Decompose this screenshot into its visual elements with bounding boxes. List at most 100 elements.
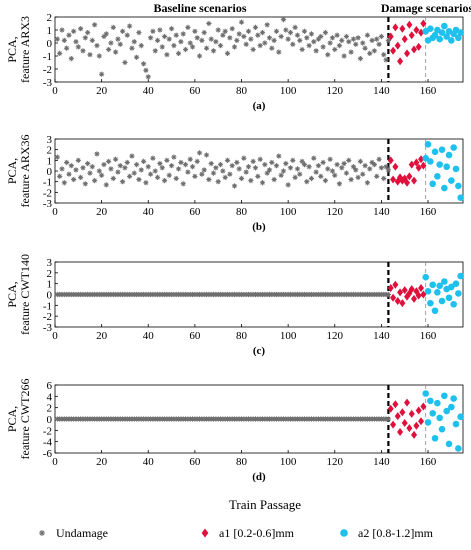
x-tick-label: 120: [327, 85, 344, 97]
data-point: [110, 24, 116, 30]
y-tick-label: 0: [47, 38, 53, 50]
data-point: [171, 43, 177, 49]
data-point: [436, 161, 443, 168]
data-point: [378, 165, 384, 171]
data-point: [357, 158, 364, 164]
data-point: [66, 171, 72, 177]
data-point: [443, 163, 450, 171]
data-point: [376, 156, 382, 162]
plot-frame: [54, 16, 464, 83]
data-point: [145, 74, 151, 80]
data-point: [408, 31, 415, 40]
data-point: [136, 30, 142, 36]
data-point: [115, 169, 121, 175]
data-point: [150, 28, 156, 34]
data-point: [346, 39, 352, 45]
data-point: [420, 161, 427, 170]
y-tick-label: -6: [43, 448, 53, 460]
data-point: [445, 151, 453, 159]
x-tick-label: 120: [327, 206, 344, 218]
data-point: [441, 22, 448, 30]
y-tick-label: 0: [47, 414, 53, 426]
data-point: [80, 165, 86, 171]
data-point: [161, 33, 168, 40]
data-point: [343, 170, 350, 176]
data-point: [154, 37, 161, 43]
data-point: [290, 41, 296, 47]
data-point: [387, 32, 394, 41]
data-point: [318, 33, 324, 40]
panel-caption: (c): [253, 345, 266, 357]
data-point: [75, 44, 81, 50]
data-point: [182, 162, 189, 168]
data-point: [264, 170, 270, 176]
data-point: [129, 45, 135, 51]
data-point: [138, 43, 144, 49]
data-point: [150, 155, 156, 161]
data-point: [450, 300, 457, 308]
data-point: [245, 164, 252, 170]
data-point: [408, 160, 415, 169]
data-point: [415, 406, 422, 415]
x-tick-label: 20: [96, 85, 108, 97]
data-point: [424, 419, 432, 426]
data-point: [420, 402, 427, 411]
data-point: [85, 160, 91, 167]
data-point: [127, 23, 133, 29]
data-point: [203, 152, 210, 158]
data-point: [101, 162, 107, 168]
legend-label: a1 [0.2-0.6]mm: [219, 526, 295, 540]
data-point: [385, 291, 391, 298]
data-point: [241, 33, 247, 40]
data-point: [220, 168, 226, 174]
data-point: [327, 156, 333, 162]
data-point: [399, 299, 406, 308]
data-point: [131, 39, 137, 45]
data-point: [434, 399, 441, 407]
data-point: [381, 175, 387, 182]
data-point: [399, 408, 406, 417]
y-tick-label: -3: [43, 77, 53, 89]
panel-caption: (a): [253, 100, 266, 112]
y-tick-label: 2: [47, 145, 53, 157]
series-2: [387, 398, 427, 439]
data-point: [189, 164, 196, 170]
data-point: [201, 30, 207, 36]
data-point: [248, 36, 254, 42]
x-tick-label: 140: [373, 85, 390, 97]
data-point: [113, 156, 119, 162]
data-point: [334, 32, 340, 38]
data-point: [452, 280, 460, 287]
data-point: [457, 29, 464, 36]
y-tick-label: 6: [47, 380, 53, 392]
data-point: [234, 37, 240, 43]
series-3: [422, 272, 464, 315]
data-point: [341, 53, 347, 59]
data-point: [271, 37, 277, 43]
data-point: [404, 398, 411, 407]
data-point: [371, 162, 378, 168]
data-point: [385, 416, 391, 422]
data-point: [364, 32, 371, 38]
x-tick-label: 40: [143, 330, 155, 342]
data-point: [362, 163, 368, 169]
x-tick-label: 100: [280, 456, 297, 468]
data-point: [457, 272, 464, 280]
y-tick-label: 2: [47, 268, 53, 280]
data-point: [138, 167, 144, 173]
data-point: [313, 48, 319, 54]
data-point: [406, 20, 413, 29]
data-point: [424, 141, 432, 148]
data-point: [92, 178, 98, 184]
data-point: [441, 392, 448, 400]
data-point: [227, 35, 233, 41]
data-point: [115, 36, 121, 42]
data-point: [108, 166, 114, 172]
legend: Undamage a1 [0.2-0.6]mm a2 [0.8-1.2]mm: [39, 526, 434, 540]
data-point: [371, 48, 378, 54]
data-point: [390, 420, 397, 429]
data-point: [255, 173, 261, 179]
data-point: [436, 414, 443, 422]
x-tick-label: 0: [52, 330, 58, 342]
data-point: [392, 280, 399, 289]
